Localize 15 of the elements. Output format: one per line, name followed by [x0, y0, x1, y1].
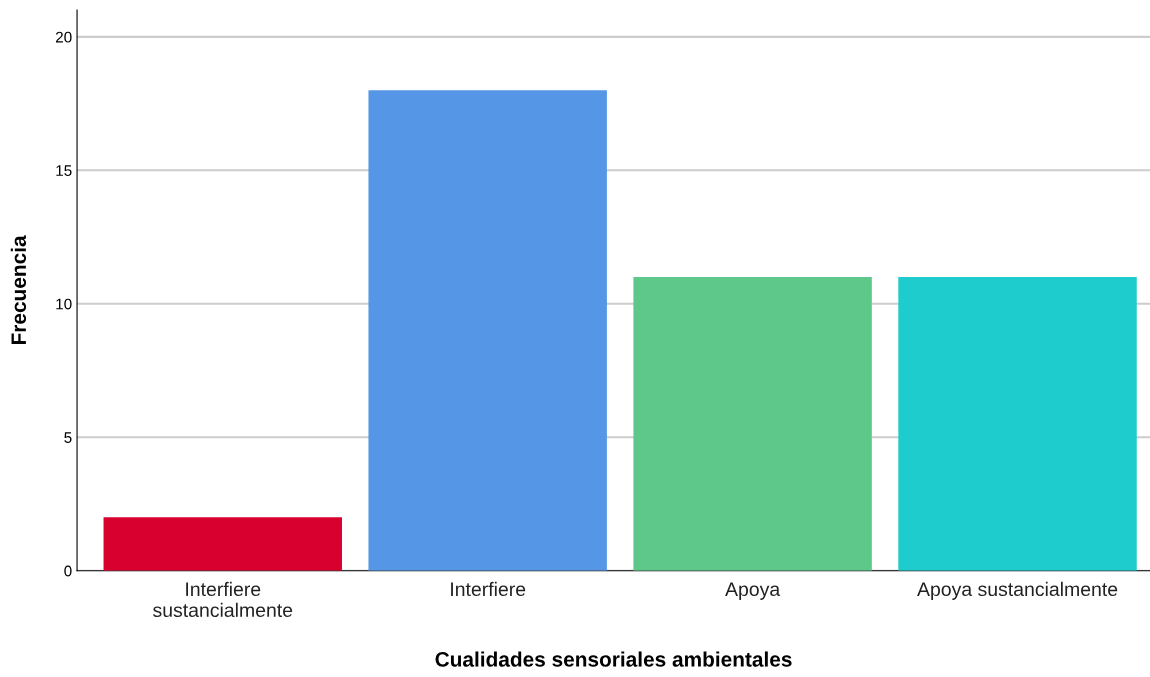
x-tick-label: Interfiere	[451, 581, 526, 597]
y-tick-label: 20	[55, 31, 72, 43]
y-tick-label: 15	[56, 165, 72, 176]
x-tick-label: Apoya sustancialmente	[917, 581, 1118, 600]
x-axis-title: Cualidades sensoriales ambientales	[435, 651, 792, 667]
x-tick-label: Interfiere sustancialmente	[153, 581, 293, 618]
x-tick-label: Apoya	[725, 582, 781, 600]
bar	[368, 90, 607, 571]
y-axis-title: Frecuencia	[10, 235, 27, 345]
y-tick-label: 5	[64, 432, 72, 443]
y-tick-label: 10	[56, 298, 72, 310]
bar	[103, 517, 342, 571]
bar	[898, 277, 1137, 571]
y-tick-label: 0	[64, 565, 72, 577]
bar	[633, 277, 872, 571]
